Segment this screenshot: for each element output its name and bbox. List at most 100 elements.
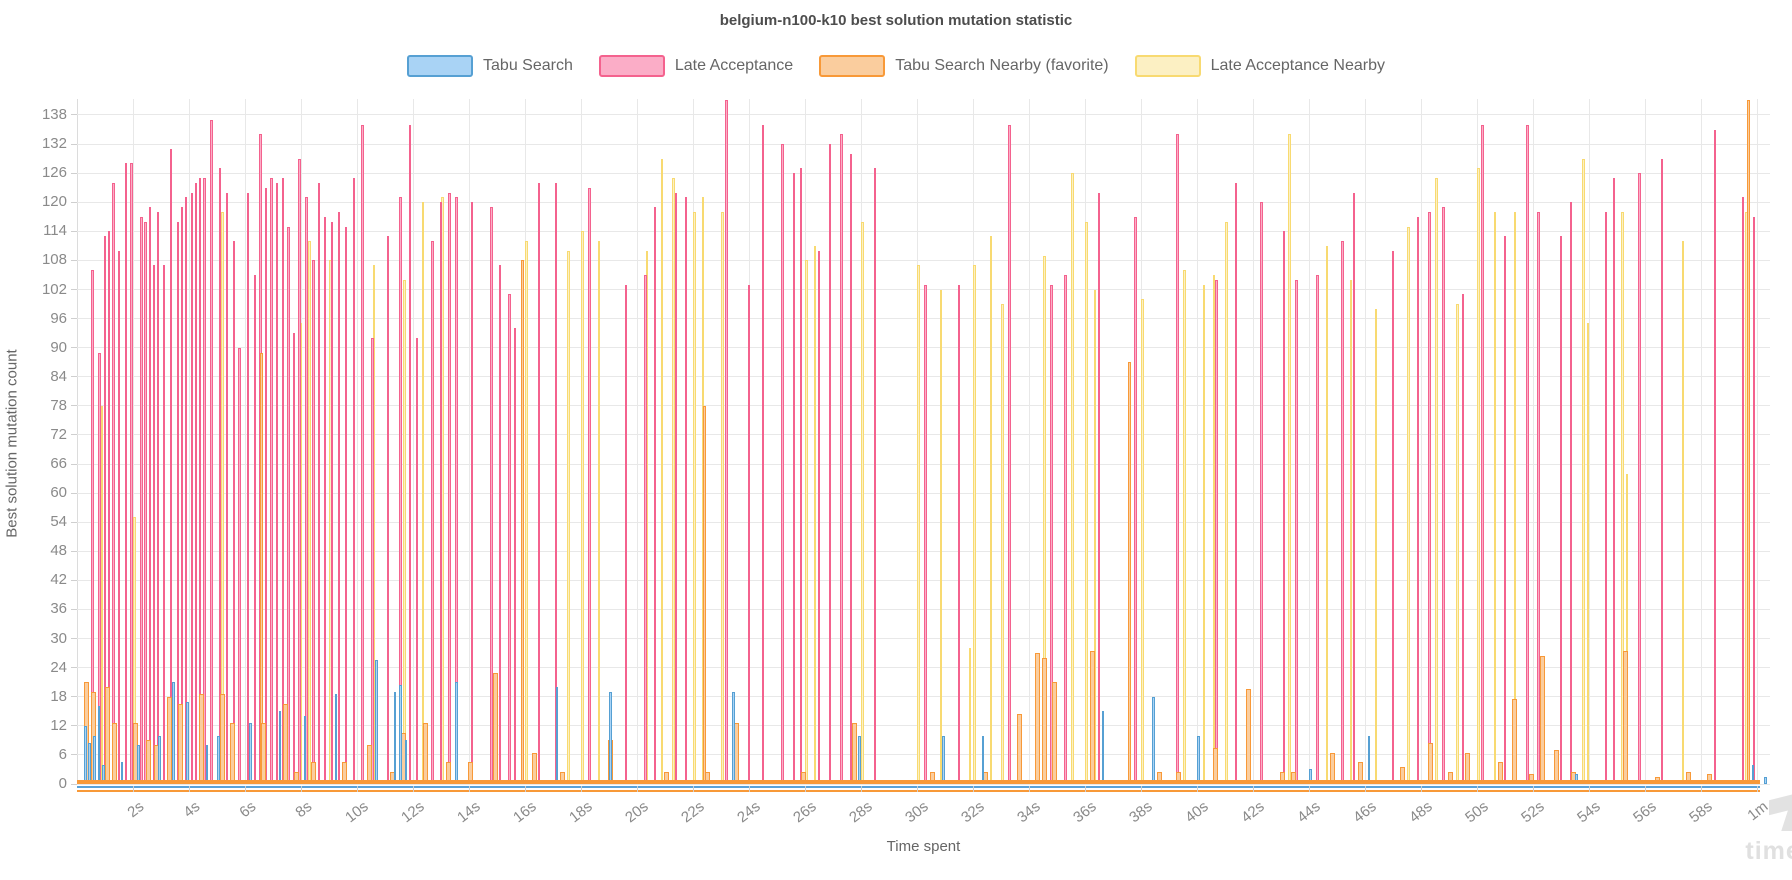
- x-axis-title: Time spent: [886, 838, 961, 855]
- x-tick-label: 16s: [509, 798, 540, 827]
- x-tick-label: 20s: [621, 798, 652, 827]
- h-gridline: [77, 696, 1770, 698]
- timefold-logo-icon: [1769, 771, 1792, 831]
- y-tick-mark: [71, 318, 77, 320]
- x-tick-mark: [412, 786, 414, 792]
- h-gridline: [77, 638, 1770, 640]
- y-axis-line: [77, 99, 78, 784]
- x-tick-label: 26s: [789, 798, 820, 827]
- x-tick-label: 36s: [1069, 798, 1100, 827]
- y-tick-label: 108: [41, 251, 67, 269]
- h-gridline: [77, 230, 1770, 232]
- legend-item-late-acceptance[interactable]: Late Acceptance: [598, 55, 794, 77]
- legend-label: Late Acceptance Nearby: [1210, 57, 1385, 74]
- v-gridline: [1532, 99, 1534, 784]
- y-tick-mark: [71, 638, 77, 640]
- axis-layer: 0 6 12 18 24 30 36 42 48 54 60 66 72 78 84 90 96 102 108 11…: [42, 99, 1771, 826]
- x-tick-label: 32s: [957, 798, 988, 827]
- x-tick-mark: [636, 786, 638, 792]
- v-gridline: [244, 99, 246, 784]
- v-gridline: [636, 99, 638, 784]
- x-tick-label: 28s: [845, 798, 876, 827]
- x-tick-label: 48s: [1405, 798, 1436, 827]
- v-gridline: [1140, 99, 1142, 784]
- chart-title: belgium-n100-k10 best solution mutation …: [719, 12, 1073, 29]
- legend-item-tabu-search-nearby-favorite-[interactable]: Tabu Search Nearby (favorite): [819, 55, 1109, 77]
- x-tick-label: 10s: [341, 798, 372, 827]
- x-tick-mark: [300, 786, 302, 792]
- v-gridline: [1476, 99, 1478, 784]
- legend-item-late-acceptance-nearby[interactable]: Late Acceptance Nearby: [1134, 55, 1385, 77]
- x-tick-mark: [1756, 786, 1758, 792]
- h-gridline: [77, 463, 1770, 465]
- y-tick-mark: [71, 434, 77, 436]
- x-tick-label: 56s: [1629, 798, 1660, 827]
- h-gridline: [77, 492, 1770, 494]
- h-gridline: [77, 289, 1770, 291]
- x-tick-mark: [1196, 786, 1198, 792]
- x-tick-mark: [1028, 786, 1030, 792]
- h-gridline: [77, 608, 1770, 610]
- v-gridline: [1644, 99, 1646, 784]
- h-gridline: [77, 318, 1770, 320]
- v-gridline: [412, 99, 414, 784]
- x-tick-label: 6s: [236, 798, 260, 822]
- h-gridline: [77, 143, 1770, 145]
- x-tick-mark: [356, 786, 358, 792]
- x-tick-label: 14s: [453, 798, 484, 827]
- v-gridline: [580, 99, 582, 784]
- y-tick-mark: [71, 376, 77, 378]
- x-tick-mark: [188, 786, 190, 792]
- x-tick-mark: [580, 786, 582, 792]
- y-tick-label: 72: [50, 425, 67, 443]
- legend-item-tabu-search[interactable]: Tabu Search: [407, 55, 573, 77]
- x-tick-label: 54s: [1573, 798, 1604, 827]
- y-tick-mark: [71, 754, 77, 756]
- v-gridline: [692, 99, 694, 784]
- bar-tabu-search: [1764, 776, 1767, 784]
- y-tick-mark: [71, 783, 77, 785]
- h-gridline: [77, 667, 1770, 669]
- x-tick-label: 8s: [292, 798, 316, 822]
- x-tick-mark: [916, 786, 918, 792]
- x-tick-mark: [1588, 786, 1590, 792]
- y-tick-mark: [71, 259, 77, 261]
- y-tick-label: 12: [50, 716, 67, 734]
- h-gridline: [77, 579, 1770, 581]
- baseline-band: [77, 780, 1760, 784]
- y-tick-mark: [71, 550, 77, 552]
- x-tick-mark: [1532, 786, 1534, 792]
- x-tick-mark: [860, 786, 862, 792]
- y-tick-label: 6: [58, 745, 67, 763]
- timefold-watermark: timefold: [1727, 771, 1792, 866]
- x-tick-label: 18s: [565, 798, 596, 827]
- v-gridline: [916, 99, 918, 784]
- baseline-band: [77, 789, 1760, 792]
- h-gridline: [77, 347, 1770, 349]
- x-tick-mark: [1364, 786, 1366, 792]
- y-tick-mark: [71, 347, 77, 349]
- y-tick-mark: [71, 608, 77, 610]
- y-tick-label: 30: [50, 629, 67, 647]
- x-tick-mark: [132, 786, 134, 792]
- plot-area[interactable]: timefold 0 6 12 18 24 30 36 42 48 54 60 66 72 78 84 90 9…: [42, 99, 1792, 865]
- x-tick-mark: [468, 786, 470, 792]
- v-gridline: [1252, 99, 1254, 784]
- x-tick-mark: [1476, 786, 1478, 792]
- x-tick-label: 58s: [1685, 798, 1716, 827]
- x-tick-mark: [1308, 786, 1310, 792]
- y-tick-mark: [71, 725, 77, 727]
- legend-label: Late Acceptance: [674, 57, 794, 74]
- y-tick-mark: [71, 463, 77, 465]
- v-gridline: [468, 99, 470, 784]
- x-tick-mark: [972, 786, 974, 792]
- h-gridline: [77, 754, 1770, 756]
- y-tick-label: 66: [50, 455, 67, 473]
- x-tick-label: 2s: [124, 798, 148, 822]
- h-gridline: [77, 114, 1770, 116]
- x-tick-label: 22s: [677, 798, 708, 827]
- h-gridline: [77, 201, 1770, 203]
- x-tick-label: 46s: [1349, 798, 1380, 827]
- y-tick-mark: [71, 172, 77, 174]
- x-tick-label: 12s: [397, 798, 428, 827]
